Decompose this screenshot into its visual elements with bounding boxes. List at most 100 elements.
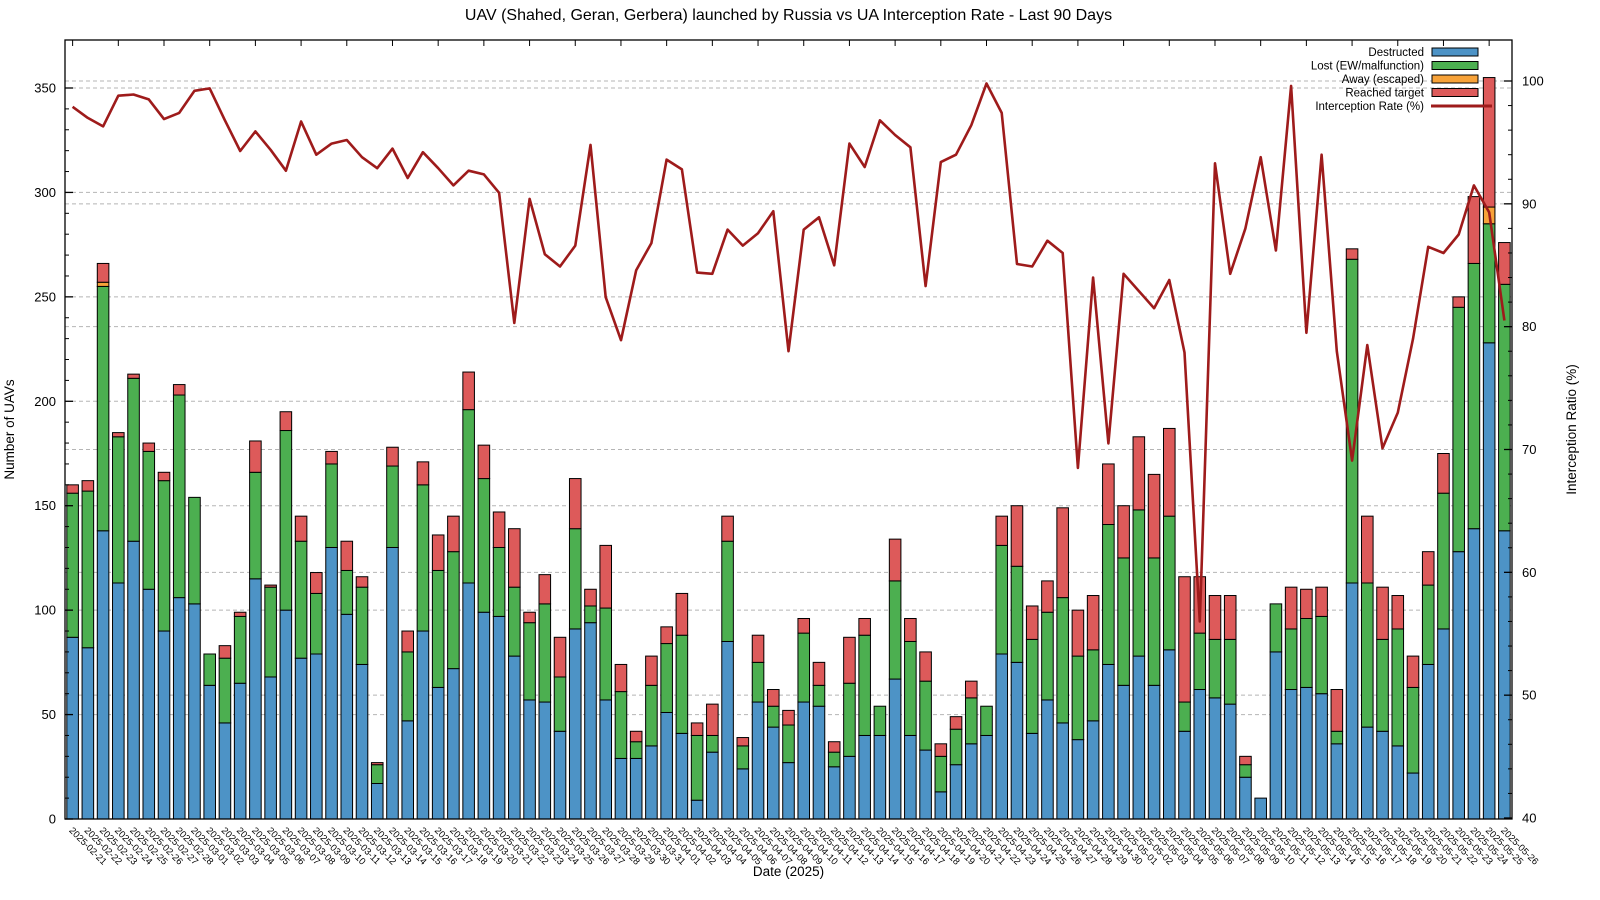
bar-segment-lost: [538, 603, 552, 703]
bar-segment-destroyed: [797, 701, 811, 820]
bar-segment-reached: [325, 450, 338, 465]
legend-label: Interception Rate (%): [1315, 101, 1424, 113]
bar-segment-reached: [934, 743, 948, 757]
bar-segment-lost: [1178, 701, 1191, 732]
bar-segment-lost: [447, 551, 460, 670]
bar-segment-reached: [264, 584, 277, 588]
bar-segment-reached: [553, 636, 567, 678]
bar-segment-destroyed: [1498, 530, 1511, 820]
bar-segment-reached: [1102, 463, 1115, 526]
bar-segment-lost: [1391, 628, 1405, 747]
bar-segment-reached: [827, 741, 841, 753]
bar-segment-lost: [218, 657, 232, 724]
bar-segment-reached: [812, 661, 826, 686]
bar-segment-destroyed: [81, 647, 95, 820]
bar-segment-lost: [492, 546, 506, 617]
bar-segment-lost: [675, 634, 689, 734]
bar-segment-reached: [1498, 242, 1511, 285]
bar-segment-lost: [523, 622, 536, 701]
bar-segment-lost: [127, 377, 140, 542]
bar-segment-reached: [1117, 505, 1130, 559]
bar-segment-lost: [1437, 492, 1450, 630]
bar-segment-destroyed: [1315, 693, 1328, 820]
bar-segment-destroyed: [1452, 551, 1465, 820]
right-axis-tick-label: 80: [1522, 319, 1536, 334]
bar-segment-reached: [1025, 605, 1039, 640]
bar-segment-away: [96, 281, 110, 287]
bar-segment-destroyed: [964, 743, 978, 820]
bar-segment-destroyed: [980, 734, 993, 820]
bar-segment-destroyed: [447, 668, 460, 820]
gridlines: [65, 80, 1512, 716]
bar-segment-lost: [370, 764, 384, 784]
bar-segment-lost: [1163, 515, 1176, 651]
bar-segment-reached: [1361, 515, 1374, 584]
bar-segment-reached: [1071, 609, 1085, 657]
bar-segment-destroyed: [1421, 663, 1435, 820]
bar-segment-destroyed: [386, 546, 399, 820]
bar-segment-lost: [904, 640, 917, 736]
bar-segment-reached: [355, 576, 369, 588]
bar-segment-reached: [370, 762, 384, 766]
bar-segment-reached: [294, 515, 308, 542]
x-axis-date-labels: 2025-02-212025-02-222025-02-232025-02-24…: [66, 825, 1540, 867]
bar-segment-reached: [1223, 595, 1237, 640]
bar-segment-lost: [264, 586, 277, 678]
bar-segment-reached: [1376, 586, 1389, 640]
bar-segment-destroyed: [1178, 730, 1191, 820]
bar-segment-destroyed: [660, 711, 673, 820]
bar-segment-reached: [1437, 453, 1450, 494]
right-axis-tick-label: 100: [1522, 74, 1544, 89]
bar-segment-destroyed: [1467, 528, 1481, 820]
bar-segment-destroyed: [477, 611, 491, 820]
bar-segment-lost: [1361, 582, 1374, 728]
bar-segment-lost: [508, 586, 521, 657]
bar-segment-reached: [279, 411, 293, 432]
bar-segment-destroyed: [203, 684, 216, 820]
bar-segment-lost: [1300, 617, 1313, 688]
bar-segment-lost: [1041, 611, 1054, 701]
bar-segment-destroyed: [172, 597, 186, 820]
bar-segment-reached: [629, 730, 643, 743]
bar-segment-destroyed: [949, 764, 963, 820]
bar-segment-lost: [416, 484, 430, 632]
bar-segment-lost: [690, 734, 704, 801]
bar-segment-reached: [508, 528, 521, 588]
bar-segment-destroyed: [1330, 743, 1344, 820]
bar-segment-reached: [218, 645, 232, 659]
bar-segment-destroyed: [1193, 689, 1207, 820]
bar-segment-reached: [797, 617, 811, 634]
bar-segment-lost: [431, 569, 445, 688]
bar-segment-destroyed: [843, 755, 856, 820]
bar-segment-reached: [1163, 427, 1176, 517]
bar-segment-lost: [188, 496, 201, 605]
bar-segment-reached: [1300, 588, 1313, 619]
bar-segment-lost: [1132, 509, 1146, 657]
bar-segment-lost: [1330, 730, 1344, 745]
bar-segment-destroyed: [782, 762, 795, 820]
bar-segment-destroyed: [279, 609, 293, 820]
bar-segment-lost: [1406, 686, 1420, 774]
bar-segment-reached: [858, 617, 871, 636]
bar-segment-reached: [1406, 655, 1420, 688]
bar-segment-reached: [751, 634, 765, 663]
bar-segment-destroyed: [858, 734, 871, 820]
bar-segment-destroyed: [1086, 720, 1100, 820]
bar-segment-lost: [858, 634, 871, 736]
bar-segment-lost: [599, 607, 613, 701]
bar-segment-destroyed: [264, 676, 277, 820]
bar-segment-destroyed: [645, 745, 658, 820]
bar-segment-destroyed: [218, 722, 232, 820]
bar-segment-lost: [1467, 262, 1481, 530]
bar-segment-reached: [888, 538, 902, 582]
bar-segment-destroyed: [431, 686, 445, 820]
bar-segment-destroyed: [1163, 649, 1176, 820]
bar-segment-destroyed: [112, 582, 125, 820]
bar-segment-lost: [157, 480, 171, 632]
bar-segment-lost: [1284, 628, 1298, 691]
bar-segment-destroyed: [462, 582, 475, 820]
bar-segment-reached: [1086, 595, 1100, 651]
bar-segment-destroyed: [736, 768, 750, 820]
left-axis-tick-label: 200: [34, 394, 56, 409]
